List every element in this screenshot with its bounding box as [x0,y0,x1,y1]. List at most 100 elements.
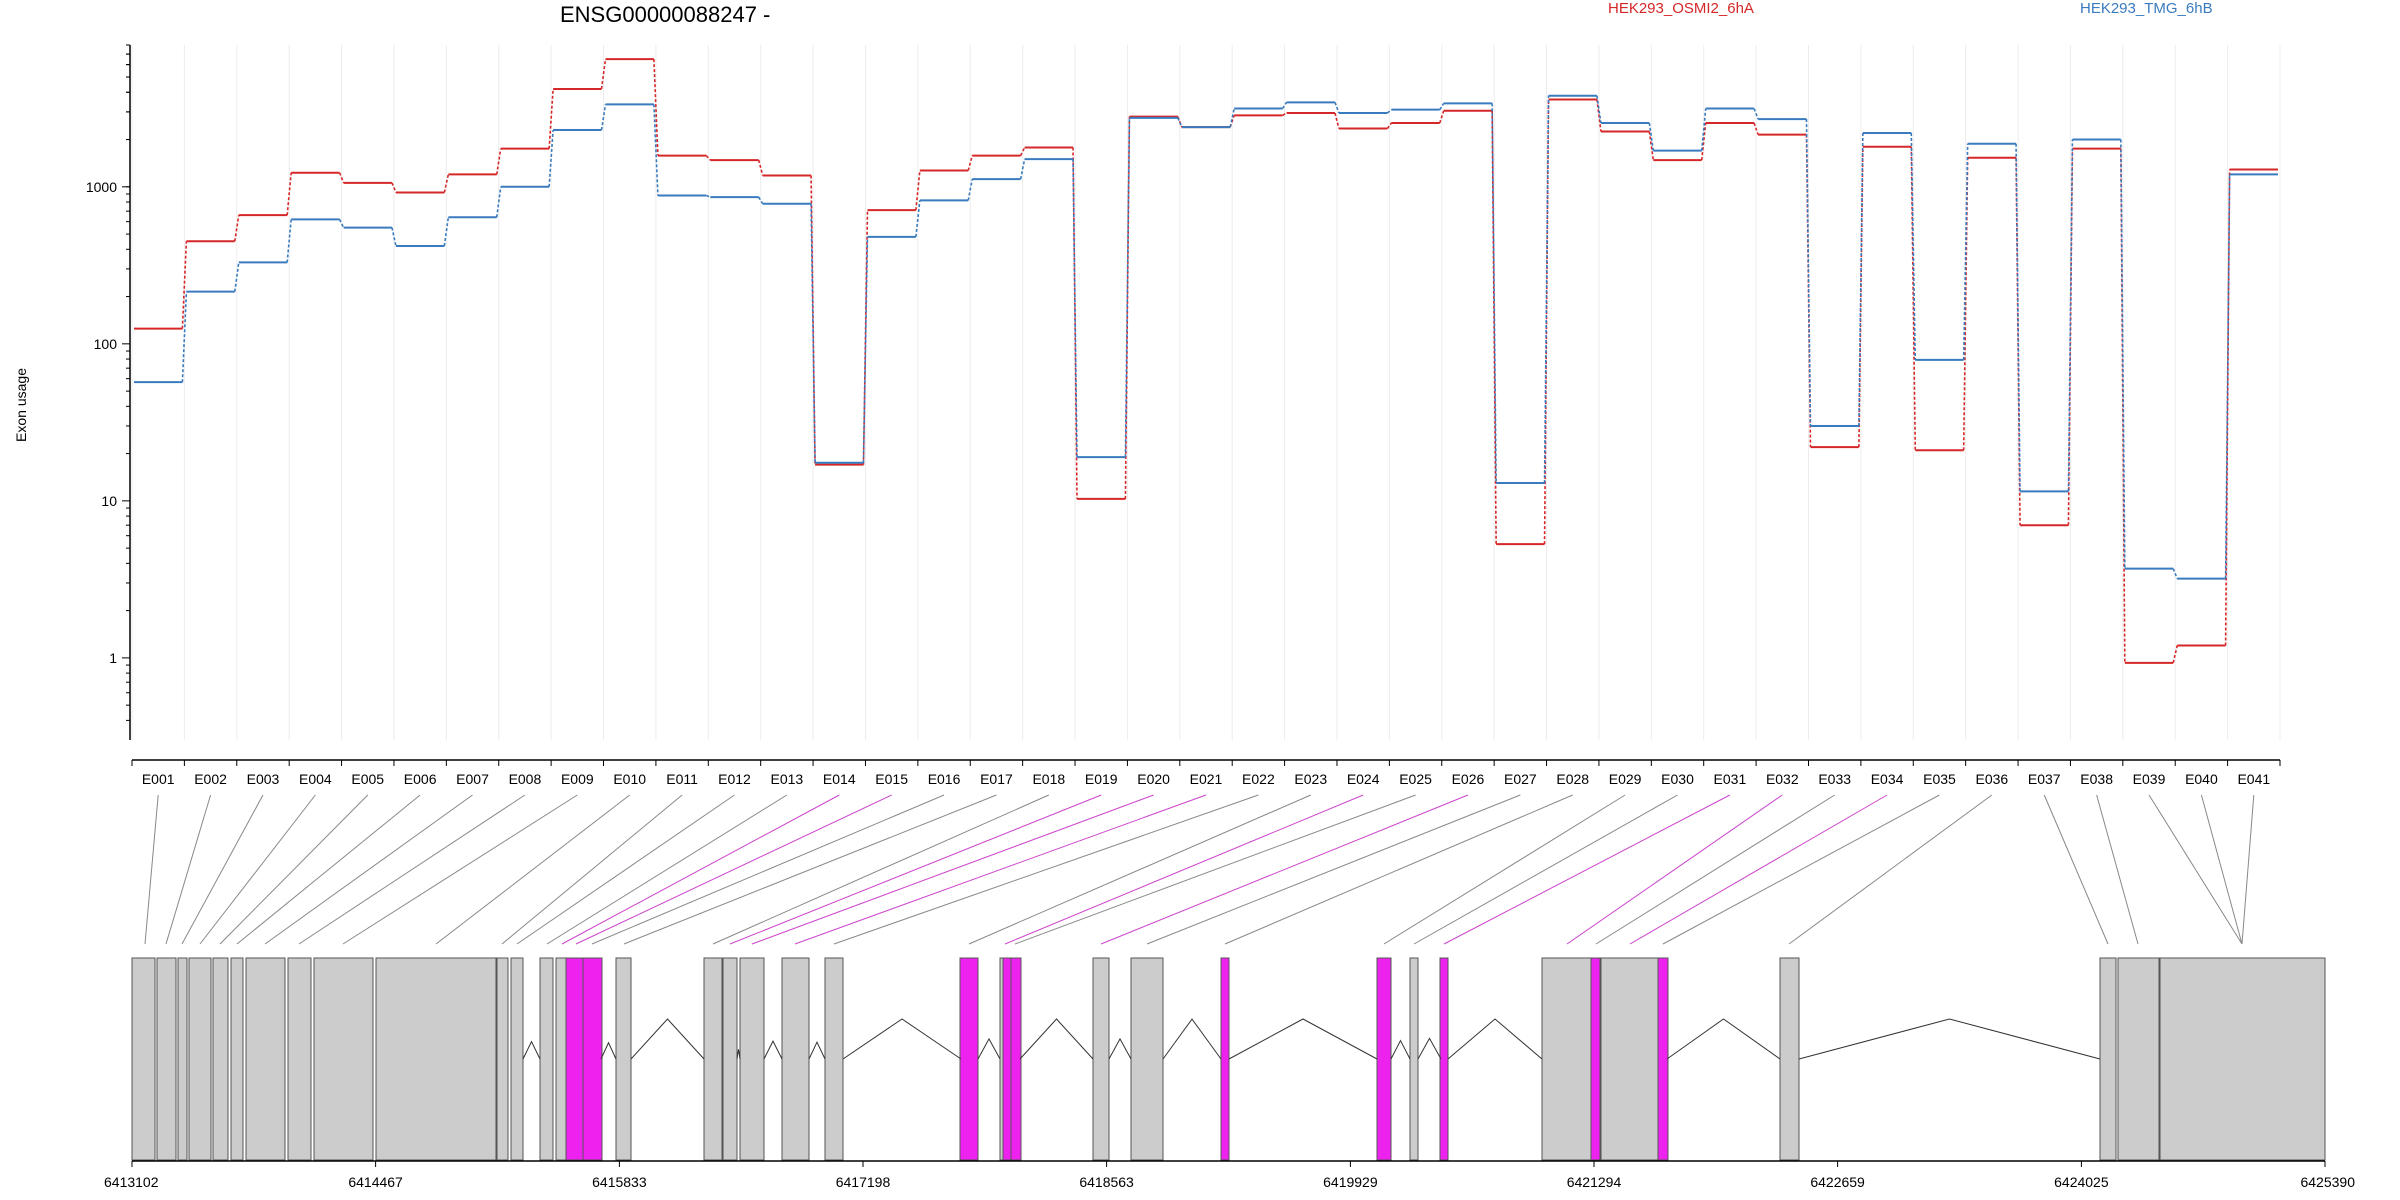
exon-connector [435,794,631,945]
riser [181,291,188,383]
exon-box [212,957,229,1161]
riser [1281,101,1288,109]
exon-connector [298,794,526,945]
exon-connector [2148,794,2243,945]
exon-label: E032 [1766,771,1799,787]
exon-box [230,957,244,1161]
riser [1910,146,1917,451]
riser [600,104,607,131]
exon-connector [712,794,1050,945]
riser [1386,109,1392,114]
exon-label: E001 [142,771,175,787]
chart-title: ENSG00000088247 - [560,2,770,27]
intron-line [1798,1018,2101,1060]
exon-connector [1224,794,1573,945]
exon-label: E016 [928,771,961,787]
exon-label: E040 [2185,771,2218,787]
exon-box [156,957,177,1161]
genomic-axis: 6413102 6414467 6415833 6417198 6418563 64199… [104,1160,2355,1190]
riser [1596,95,1602,124]
exon-label: E039 [2133,771,2166,787]
exon-label: E024 [1347,771,1380,787]
genomic-tick-label: 6425390 [2300,1174,2355,1190]
riser [286,219,292,263]
exon-connector [1595,794,1835,945]
exon-connector [575,794,892,945]
intron-line [1390,1039,1411,1060]
exon-label: E019 [1085,771,1118,787]
exon-box [722,957,738,1161]
exon-connector [1566,794,1783,945]
exon-label: E007 [456,771,489,787]
intron-line [763,1039,783,1060]
exon-box [2117,957,2160,1161]
exon-label: E002 [194,771,227,787]
exon-connector [219,794,369,945]
exon-connector [729,794,1102,945]
exon-label: E038 [2080,771,2113,787]
exon-box [615,957,632,1161]
exon-box [539,957,554,1161]
riser [1439,102,1445,111]
y-axis: 1 10 100 1000 [86,44,131,740]
riser [2067,139,2074,492]
series-layer [134,58,2278,664]
exon-connector [342,794,578,945]
riser [548,129,554,187]
riser [391,227,397,247]
exon-label: E031 [1714,771,1747,787]
exon-connector [264,794,473,945]
intron-line [1162,1018,1222,1060]
exon-label: E041 [2237,771,2270,787]
riser [1124,117,1131,458]
riser [1124,116,1131,499]
intron-line [600,1041,617,1060]
exon-connector [1383,794,1626,945]
exon-label: E033 [1818,771,1851,787]
exon-label: E011 [666,771,698,787]
exon-label: E005 [351,771,384,787]
legend-series-2: HEK293_TMG_6hB [2080,0,2213,17]
intron-line [1447,1018,1543,1060]
y-tick-label: 100 [94,336,118,352]
riser [862,236,869,463]
riser [967,155,974,171]
riser [1596,99,1602,132]
exon-label: E008 [509,771,542,787]
genomic-tick-label: 6417198 [836,1174,891,1190]
exon-connector [561,794,840,945]
exon-box [188,957,212,1161]
riser [1386,122,1393,130]
riser [1438,110,1445,124]
exon-label: E012 [718,771,751,787]
exon-label: E014 [823,771,856,787]
highlighted-exon-box [1657,957,1669,1161]
riser [1858,133,1864,426]
exon-connector [1788,794,1993,945]
exon-box [177,957,188,1161]
exon-axis: E001 E002 E003 E004 E005 E006 E007 E008 E009 E010… [131,759,2281,787]
exon-connector [181,794,264,945]
exon-connector [199,794,316,945]
riser [1700,108,1707,151]
y-tick-label: 1000 [86,179,117,195]
intron-line [522,1040,541,1060]
riser [1962,143,1969,360]
exon-connector [968,794,1311,945]
highlighted-exon-box [959,957,979,1161]
exon-label: E022 [1242,771,1275,787]
riser [706,194,711,198]
riser [2015,143,2021,492]
riser [1753,122,1759,135]
exon-label: E023 [1294,771,1327,787]
highlighted-exon-box [565,957,585,1161]
intron-line [842,1018,962,1060]
genomic-tick-label: 6421294 [1567,1174,1622,1190]
exon-box [375,957,497,1161]
intron-line [630,1018,705,1060]
exon-connector [165,794,212,945]
exon-connector [516,794,735,945]
highlighted-exon-box [1010,957,1022,1161]
riser [2224,169,2231,646]
